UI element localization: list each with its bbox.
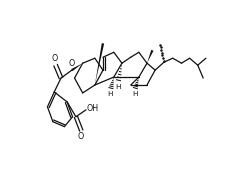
Text: OH: OH — [87, 104, 99, 113]
Text: O: O — [77, 132, 84, 141]
Text: O: O — [69, 59, 75, 68]
Polygon shape — [147, 50, 153, 63]
Polygon shape — [71, 63, 83, 71]
Text: H: H — [108, 91, 113, 97]
Text: H: H — [115, 84, 121, 90]
Text: H: H — [132, 91, 138, 97]
Polygon shape — [95, 43, 104, 85]
Text: O: O — [52, 55, 58, 63]
